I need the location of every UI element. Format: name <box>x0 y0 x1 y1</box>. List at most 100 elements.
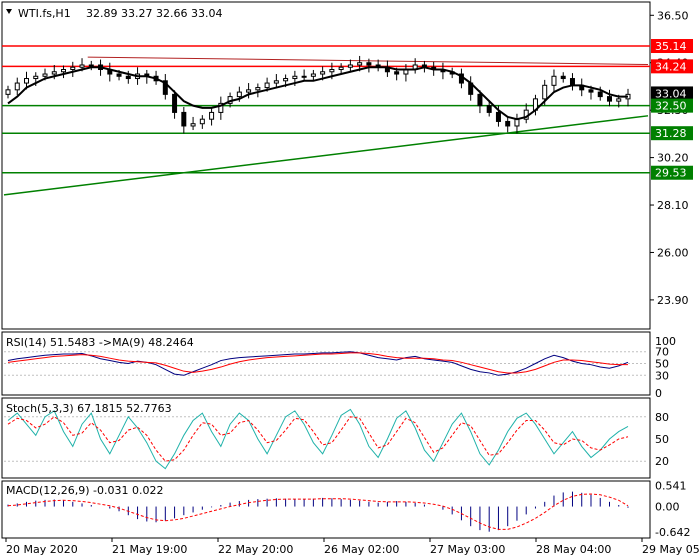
candle-body-63 <box>588 89 594 93</box>
level-label-box-4 <box>651 165 693 180</box>
candle-body-34 <box>320 71 326 75</box>
candle-body-22 <box>209 111 215 120</box>
stoch-tick-2: 20 <box>655 455 669 468</box>
macd-tick-1: 0.00 <box>655 501 680 514</box>
rsi-title: RSI(14) 51.5483 ->MA(9) 48.2464 <box>6 336 194 349</box>
stoch-tick-0: 80 <box>655 411 669 424</box>
moving-average-line <box>7 66 628 121</box>
macd-layer: 0.541 0.00 -0.642 <box>7 479 690 539</box>
candle-body-6 <box>61 69 67 73</box>
candle-body-8 <box>79 64 85 68</box>
level-label-2: 32.50 <box>655 100 687 113</box>
candle-body-51 <box>477 93 483 107</box>
level-label-0: 35.14 <box>655 40 687 53</box>
time-tick-label-6: 29 May 05:00 <box>642 543 700 556</box>
macd-title: MACD(12,26,9) -0.031 0.022 <box>6 484 164 497</box>
candle-body-59 <box>551 75 557 86</box>
dropdown-triangle-icon[interactable] <box>6 9 12 14</box>
price-tick-label-5: 26.00 <box>657 246 689 259</box>
level-label-box-0 <box>651 39 693 54</box>
level-label-box-2 <box>651 98 693 113</box>
level-labels: 35.14 34.24 32.50 31.28 29.53 <box>651 39 693 180</box>
rsi-tick-1: 50 <box>655 358 669 371</box>
candle-body-33 <box>310 73 316 77</box>
current-price-label: 33.04 <box>655 87 687 100</box>
level-label-box-1 <box>651 59 693 74</box>
candle-body-32 <box>301 75 307 78</box>
level-label-4: 29.53 <box>655 167 687 180</box>
candles-layer <box>5 55 631 134</box>
candle-body-39 <box>366 62 372 66</box>
stoch-pane-frame <box>1 397 651 479</box>
trendlines-layer <box>3 56 649 196</box>
time-tick-label-2: 22 May 20:00 <box>218 543 293 556</box>
candle-body-26 <box>246 89 252 93</box>
candle-body-35 <box>329 69 335 73</box>
candle-body-5 <box>51 71 57 75</box>
stoch-tick-1: 50 <box>655 433 669 446</box>
main-pane-frame <box>1 1 651 330</box>
candle-body-64 <box>597 91 603 98</box>
candle-body-54 <box>505 120 511 127</box>
level-label-1: 34.24 <box>655 60 687 73</box>
level-label-3: 31.28 <box>655 127 687 140</box>
time-tick-label-4: 27 May 03:00 <box>430 543 505 556</box>
candle-body-4 <box>42 73 48 77</box>
candle-body-58 <box>542 84 548 100</box>
candle-body-36 <box>338 66 344 71</box>
candle-body-25 <box>236 91 242 98</box>
moving-average-layer <box>7 66 628 121</box>
price-tick-label-3: 30.20 <box>657 152 689 165</box>
rsi-tick-top: 100 <box>655 335 676 348</box>
chart-header-symbol: WTI.fs,H1 <box>18 7 71 20</box>
price-tick-label-0: 36.50 <box>657 9 689 22</box>
candle-body-9 <box>88 64 94 67</box>
level-label-box-3 <box>651 126 693 141</box>
time-axis: 20 May 2020 21 May 19:00 22 May 20:00 26 Ma… <box>5 538 700 556</box>
candle-body-7 <box>70 66 76 71</box>
upper-channel-line <box>87 56 649 66</box>
rsi-layer-signal-line <box>7 352 628 374</box>
price-tick-label-4: 28.10 <box>657 199 689 212</box>
macd-tick-0: 0.541 <box>655 479 687 492</box>
time-tick-label-0: 20 May 2020 <box>6 543 78 556</box>
time-tick-label-3: 26 May 02:00 <box>324 543 399 556</box>
macd-layer-signal-line <box>7 493 629 530</box>
candle-body-27 <box>255 87 261 91</box>
time-tick-label-1: 21 May 19:00 <box>112 543 187 556</box>
candle-body-53 <box>495 111 501 122</box>
macd-tick-2: -0.642 <box>655 526 690 539</box>
macd-pane-frame <box>1 480 651 539</box>
rsi-tick-0: 70 <box>655 346 669 359</box>
stochastic-layer: 80 50 20 <box>4 408 669 470</box>
candle-body-2 <box>24 78 30 84</box>
stoch-title: Stoch(5,3,3) 67.1815 52.7763 <box>6 402 172 415</box>
stoch-layer-main-line <box>7 408 629 470</box>
time-tick-label-5: 28 May 04:00 <box>536 543 611 556</box>
candle-body-31 <box>292 75 298 80</box>
candle-body-20 <box>190 123 196 127</box>
uptrend-line <box>3 115 649 196</box>
candle-body-38 <box>357 62 363 66</box>
candle-body-21 <box>199 118 205 125</box>
rsi-layer-main-line <box>7 351 629 376</box>
candle-body-61 <box>569 78 575 86</box>
chart-header-ohlc: 32.89 33.27 32.66 33.04 <box>86 7 222 20</box>
rsi-tick-2: 30 <box>655 369 669 382</box>
stoch-layer-signal-line <box>7 416 629 462</box>
candle-body-23 <box>218 102 224 113</box>
candle-body-29 <box>273 80 279 84</box>
candle-body-65 <box>606 96 612 102</box>
candle-body-52 <box>486 105 492 113</box>
candle-body-0 <box>5 89 11 95</box>
candle-body-18 <box>172 93 178 113</box>
current-price-box <box>651 86 693 101</box>
candle-body-19 <box>181 111 187 127</box>
candle-body-12 <box>116 73 122 77</box>
candle-body-60 <box>560 75 566 80</box>
candle-body-37 <box>347 64 353 68</box>
candle-body-42 <box>394 71 400 75</box>
